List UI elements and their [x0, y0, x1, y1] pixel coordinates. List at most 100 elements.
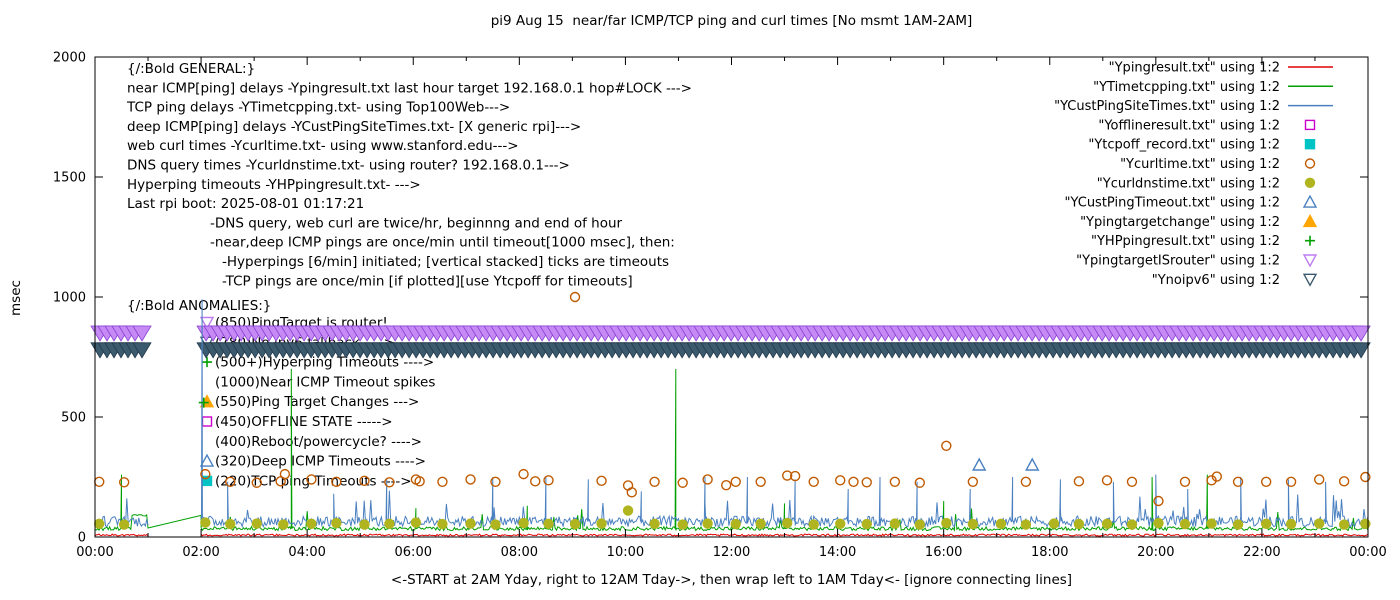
legend-item-label: "Ypingresult.txt" using 1:2: [1109, 61, 1280, 76]
anomaly-note-line: (400)Reboot/powercycle? ---->: [215, 434, 422, 450]
legend-item: "YpingtargetISrouter" using 1:2: [1076, 254, 1318, 269]
y-axis-label: msec: [8, 280, 24, 316]
point-Ycurltime: [1232, 476, 1244, 487]
general-note-line: DNS query times -Ycurldnstime.txt- using…: [127, 158, 570, 174]
triangle-up-filled-icon: [199, 394, 215, 408]
general-note-line: -TCP pings are once/min [if plotted][use…: [222, 273, 633, 289]
triangle-up-filled-icon: [1302, 213, 1318, 228]
anomaly-note-line: (450)OFFLINE STATE ----->: [215, 414, 393, 430]
point-Ycurltime: [414, 476, 425, 487]
point-Ycurltime: [596, 475, 607, 487]
x-tick-label: 12:00: [713, 545, 750, 560]
point-Ycurldnstime: [1314, 518, 1325, 529]
point-Ycurldnstime: [967, 518, 979, 530]
legend-item-label: "Ypingtargetchange" using 1:2: [1080, 215, 1280, 230]
series-line-YTimetcpping: [94, 368, 1369, 532]
point-Ycurltime: [1153, 495, 1164, 507]
point-Ycurltime: [251, 477, 262, 488]
point-Ycurltime: [1126, 476, 1138, 487]
circle-open-icon: [1304, 158, 1316, 169]
band-triangle-icon: [1351, 325, 1371, 342]
point-Ycurldnstime: [384, 518, 395, 529]
legend-item: "Yofflineresult.txt" using 1:2: [1098, 118, 1316, 133]
point-Ycurldnstime: [118, 519, 130, 530]
point-Ycurldnstime: [518, 517, 529, 529]
point-Ycurltime: [490, 476, 501, 487]
series-points-Ycurldnstime: [94, 505, 1371, 530]
legend-item: "Ytcpoff_record.txt" using 1:2: [1088, 138, 1316, 153]
x-tick-label: 00:00: [76, 545, 113, 560]
square-open-icon: [1304, 119, 1316, 131]
general-note-line: -near,deep ICMP pings are once/min until…: [210, 235, 675, 251]
point-Ycurltime: [1314, 474, 1325, 485]
general-note-line: TCP ping delays -YTimetcpping.txt- using…: [126, 100, 510, 116]
point-Ycurltime: [914, 477, 925, 488]
general-note-line: Last rpi boot: 2025-08-01 01:17:21: [127, 196, 364, 212]
point-Ycurldnstime: [622, 505, 634, 516]
point-Ycurltime: [1211, 471, 1223, 482]
point-Ycurltime: [1020, 476, 1032, 487]
point-Ycurldnstime: [702, 518, 713, 529]
point-Ycurldnstime: [781, 517, 793, 529]
anomaly-note-line: (1000)Near ICMP Timeout spikes: [215, 374, 435, 390]
point-Ycurltime: [279, 468, 291, 480]
band-triangle-icon: [1351, 342, 1371, 359]
point-Ycurltime: [1285, 476, 1297, 487]
point-Ycurldnstime: [1101, 518, 1113, 529]
point-Ycurltime: [384, 477, 395, 488]
band-YpingtargetISrouter: [90, 325, 1371, 342]
circle-filled-icon: [1304, 177, 1316, 189]
point-Ycurldnstime: [569, 518, 581, 530]
point-Ycurltime: [306, 474, 317, 485]
y-tick-label: 0: [78, 531, 86, 546]
point-Ycurltime: [1179, 476, 1191, 487]
legend-item: "Ycurltime.txt" using 1:2: [1120, 157, 1316, 172]
series-points-Ycurltime: [94, 291, 1371, 507]
point-Ycurldnstime: [359, 519, 370, 530]
axes-layer: 00:00 02:00 04:00 06:00 08:00 10:00 12:00 14:00…: [53, 51, 1387, 561]
point-Ycurldnstime: [465, 518, 476, 529]
legend-item-label: "Ytcpoff_record.txt" using 1:2: [1088, 138, 1280, 153]
point-Ycurltime: [835, 475, 846, 486]
point-Ycurldnstime: [649, 518, 660, 529]
point-Ycurltime: [1360, 471, 1371, 483]
x-tick-label: 02:00: [182, 545, 219, 560]
legend-item-label: "YpingtargetISrouter" using 1:2: [1076, 254, 1280, 269]
anomaly-note-line: (550)Ping Target Changes --->: [215, 394, 419, 410]
series-points-YCustPingTimeout: [972, 457, 1040, 471]
point-Ycurltime: [437, 476, 448, 487]
point-Ycurldnstime: [1179, 518, 1191, 530]
legend-item-label: "Ynoipv6" using 1:2: [1152, 273, 1280, 288]
general-note-line: -Hyperpings [6/min] initiated; [vertical…: [222, 254, 669, 270]
square-filled-icon: [1304, 138, 1316, 150]
x-tick-label: 22:00: [1243, 545, 1280, 560]
y-tick-label: 500: [61, 411, 86, 426]
x-tick-label: 06:00: [395, 545, 432, 560]
point-Ycurldnstime: [306, 518, 317, 529]
point-Ycurltime: [518, 468, 529, 480]
point-Ycurltime: [543, 475, 554, 486]
point-Ycurldnstime: [1260, 518, 1272, 529]
point-Ycurltime: [848, 476, 859, 487]
point-Ycurldnstime: [490, 519, 501, 530]
x-tick-label: 10:00: [607, 545, 644, 560]
point-Ycurltime: [626, 487, 637, 498]
point-Ycurldnstime: [730, 518, 741, 530]
point-Ycurldnstime: [889, 518, 901, 529]
legend-item: "Ypingtargetchange" using 1:2: [1080, 213, 1318, 230]
point-Ycurldnstime: [1126, 519, 1138, 530]
triangle-up-open-icon: [199, 453, 215, 467]
point-Ycurltime: [677, 477, 688, 488]
legend-item: "Ycurldnstime.txt" using 1:2: [1097, 176, 1316, 191]
point-Ycurltime: [649, 476, 660, 487]
point-Ycurltime: [1338, 476, 1350, 487]
general-note-line: web curl times -Ycurltime.txt- using www…: [127, 138, 519, 154]
bands-layer: [90, 325, 1371, 359]
point-Ycurltime: [1101, 475, 1113, 486]
point-Ycurldnstime: [278, 519, 289, 530]
general-note-line: -DNS query, web curl are twice/hr, begin…: [210, 215, 623, 231]
point-Ycurltime: [331, 476, 342, 487]
point-Ycurldnstime: [1073, 518, 1085, 530]
